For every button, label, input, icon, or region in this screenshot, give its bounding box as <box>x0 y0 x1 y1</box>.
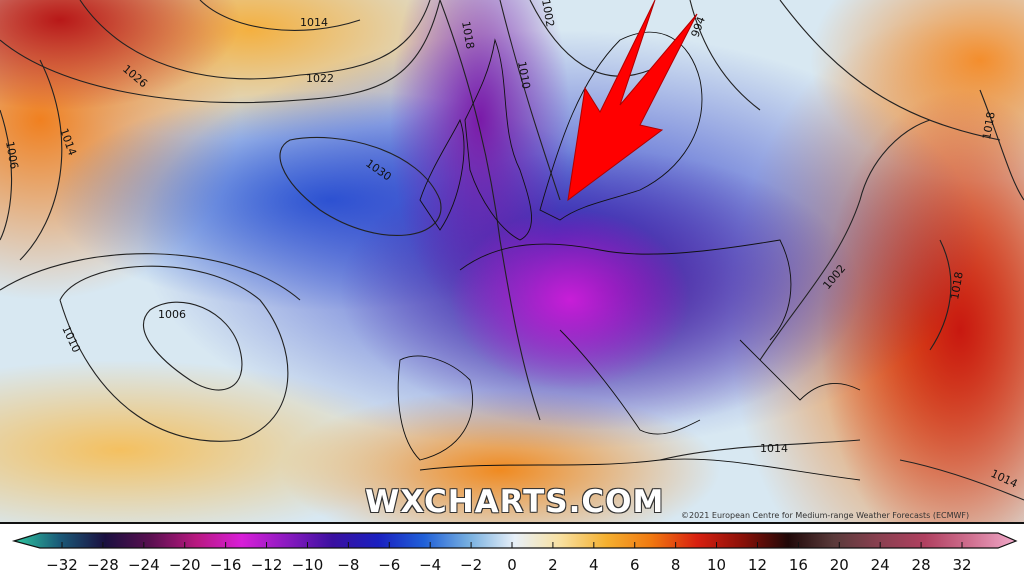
colorbar-tick-label: −20 <box>169 556 201 574</box>
copyright-notice: ©2021 European Centre for Medium-range W… <box>681 511 970 520</box>
colorbar-tick-label: 0 <box>507 556 517 574</box>
colorbar-tick-label: 6 <box>630 556 640 574</box>
weather-map: 1014 1026 1022 1014 1006 1030 1006 1010 … <box>0 0 1024 522</box>
isobar-label: 1018 <box>980 111 998 141</box>
colorbar-tick-label: −4 <box>419 556 441 574</box>
colorbar-tick-label: −2 <box>460 556 482 574</box>
isobar-labels: 1014 1026 1022 1014 1006 1030 1006 1010 … <box>3 0 1020 491</box>
colorbar-tick-label: 20 <box>830 556 849 574</box>
watermark: WXCHARTS.COM <box>365 484 665 520</box>
isobar-label: 1014 <box>300 16 328 29</box>
colorbar-tick-label: 32 <box>952 556 971 574</box>
map-overlay: 1014 1026 1022 1014 1006 1030 1006 1010 … <box>0 0 1024 501</box>
isobar-label: 1018 <box>459 20 477 50</box>
isobar-label: 1014 <box>989 467 1020 491</box>
colorbar-tick-label: 12 <box>748 556 767 574</box>
colorbar-tick-label: 2 <box>548 556 558 574</box>
isobar-label: 994 <box>689 15 708 39</box>
colorbar-tick-label: −24 <box>128 556 160 574</box>
isobar-label: 1006 <box>158 308 186 321</box>
colorbar-tick-label: −6 <box>378 556 400 574</box>
isobar-label: 1014 <box>760 442 788 455</box>
colorbar-tick-label: −16 <box>210 556 242 574</box>
isobar-label: 1018 <box>948 271 966 301</box>
isobar-label: 1030 <box>363 157 393 184</box>
isobar-label: 1002 <box>539 0 557 28</box>
isobar-label: 1010 <box>59 324 83 355</box>
coastlines <box>397 31 861 481</box>
colorbar: −32 −28 −24 −20 −16 −12 −10 −8 −6 −4 −2 0 2 4 6 8 10 12 16… <box>11 532 1018 574</box>
red-arrow-icon <box>567 0 698 202</box>
isobars <box>0 0 1024 501</box>
colorbar-tick-label: −8 <box>337 556 359 574</box>
colorbar-tick-label: 28 <box>912 556 931 574</box>
isobar-label: 1006 <box>3 140 21 170</box>
map-border <box>0 522 1024 524</box>
isobar-label: 1002 <box>820 262 848 292</box>
colorbar-tick-label: 8 <box>671 556 681 574</box>
colorbar-tick-label: 24 <box>871 556 890 574</box>
colorbar-tick-label: −10 <box>292 556 324 574</box>
isobar-label: 1022 <box>306 72 334 85</box>
colorbar-tick-label: 4 <box>589 556 599 574</box>
isobar-label: 1014 <box>57 127 79 158</box>
colorbar-tick-label: −32 <box>46 556 78 574</box>
colorbar-tick-label: 10 <box>707 556 726 574</box>
colorbar-tick-label: −28 <box>87 556 119 574</box>
isobar-label: 1010 <box>515 60 533 90</box>
colorbar-tick-label: −12 <box>251 556 283 574</box>
isobar-label: 1026 <box>120 62 150 90</box>
colorbar-tick-label: 16 <box>789 556 808 574</box>
colorbar-bar <box>11 532 1018 549</box>
